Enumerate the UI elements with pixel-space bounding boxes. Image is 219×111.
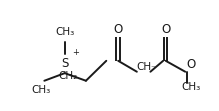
Text: CH: CH bbox=[136, 62, 151, 72]
Text: CH₃: CH₃ bbox=[31, 85, 51, 95]
Text: O: O bbox=[161, 23, 170, 36]
Text: S: S bbox=[61, 57, 68, 70]
Text: CH₃: CH₃ bbox=[182, 82, 201, 92]
Text: CH₃: CH₃ bbox=[55, 27, 74, 37]
Text: O: O bbox=[114, 23, 123, 36]
Text: +: + bbox=[72, 49, 79, 57]
Text: ⁻: ⁻ bbox=[150, 64, 155, 73]
Text: O: O bbox=[186, 58, 195, 71]
Text: CH₂: CH₂ bbox=[58, 71, 78, 81]
